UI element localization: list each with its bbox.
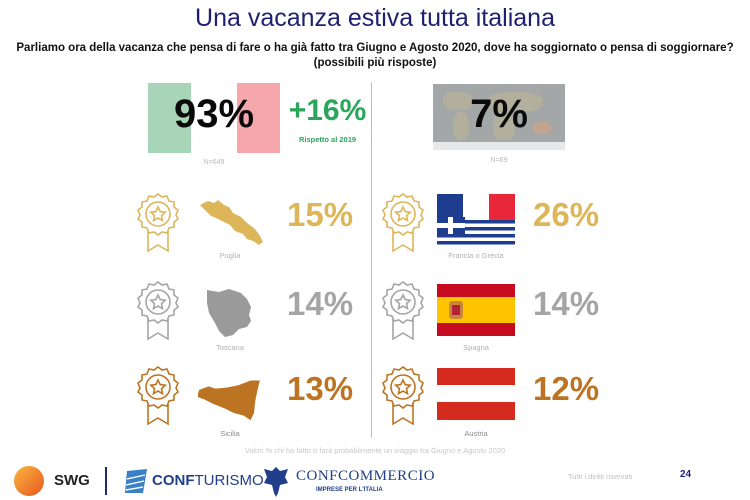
abroad-sample-size: N=69 — [490, 157, 508, 164]
country-label: Spagna — [463, 343, 489, 352]
gold-award-ribbon-icon — [381, 193, 425, 253]
country-percent: 14% — [533, 285, 600, 322]
region-label: Sicilia — [220, 429, 240, 438]
country-label: Francia o Grecia — [448, 251, 504, 260]
logo-separator — [105, 467, 107, 495]
silver-award-ribbon-icon — [381, 281, 425, 341]
world-map-icon — [433, 84, 565, 150]
confcommercio-logo-text: CONFCOMMERCIO — [296, 468, 436, 484]
swg-logo-icon — [14, 466, 44, 496]
question-text: Parliamo ora della vacanza che pensa di … — [16, 42, 734, 54]
gold-award-ribbon-icon — [136, 193, 180, 253]
abroad-percent: 7% — [470, 92, 528, 136]
sicilia-map-icon — [198, 380, 260, 421]
country-percent: 26% — [533, 196, 600, 233]
page-number: 24 — [680, 469, 692, 480]
confturismo-logo-icon — [125, 469, 147, 493]
toscana-map-icon — [207, 289, 251, 337]
region-percent: 14% — [287, 285, 354, 322]
confturismo-logo-text: CONFTURISMO — [152, 472, 264, 489]
country-label: Austria — [464, 429, 488, 438]
bronze-award-ribbon-icon — [381, 366, 425, 426]
france-greece-flag-icon — [437, 194, 515, 246]
silver-award-ribbon-icon — [136, 281, 180, 341]
spain-flag-icon — [437, 284, 515, 336]
puglia-map-icon — [200, 200, 263, 245]
austria-flag-icon — [437, 368, 515, 420]
survey-question: Parliamo ora della vacanza che pensa di … — [0, 41, 750, 71]
confcommercio-eagle-icon — [264, 467, 288, 497]
region-percent: 13% — [287, 370, 354, 407]
rights-notice: Tutti i diritti riservati — [568, 472, 633, 481]
question-note: (possibili più risposte) — [313, 57, 437, 69]
region-label: Puglia — [219, 251, 241, 260]
region-percent: 15% — [287, 196, 354, 233]
italy-percent: 93% — [173, 92, 255, 136]
italy-sample-size: N=649 — [203, 159, 225, 166]
swg-logo-text: SWG — [54, 472, 90, 489]
column-divider — [371, 82, 372, 438]
region-label: Toscana — [216, 343, 244, 352]
confcommercio-subtitle: IMPRESE PER L'ITALIA — [316, 487, 383, 493]
footer-note: Valori % chi ha fatto o farà probabilmen… — [244, 446, 506, 455]
italy-delta-label: Rispetto al 2019 — [298, 135, 357, 144]
italy-flag-icon — [148, 83, 280, 153]
italy-delta: +16% — [288, 94, 367, 127]
bronze-award-ribbon-icon — [136, 366, 180, 426]
page-title: Una vacanza estiva tutta italiana — [195, 4, 555, 32]
country-percent: 12% — [533, 370, 600, 407]
